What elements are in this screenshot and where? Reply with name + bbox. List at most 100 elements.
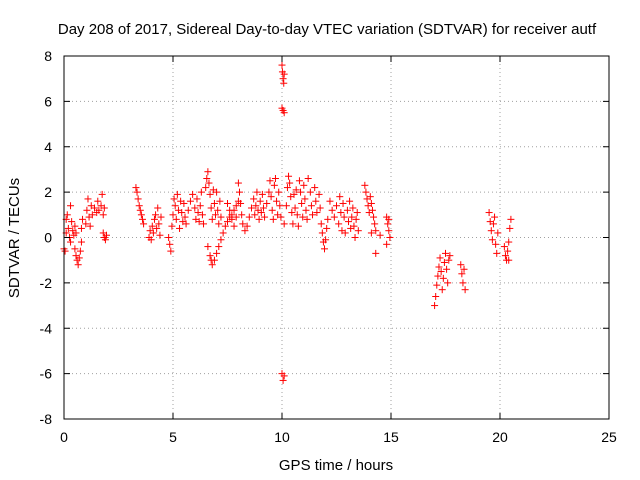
data-point	[505, 256, 513, 264]
data-point	[351, 234, 359, 241]
data-point	[280, 109, 288, 117]
y-tick-label: 8	[44, 48, 52, 64]
data-point	[99, 211, 107, 219]
data-point	[501, 252, 509, 260]
data-point	[207, 204, 215, 212]
data-point	[156, 231, 164, 239]
data-point	[232, 213, 240, 221]
data-point	[437, 268, 445, 276]
data-point	[173, 190, 181, 198]
data-point	[280, 70, 288, 78]
data-point	[75, 254, 83, 262]
data-point	[253, 188, 261, 196]
data-point	[261, 213, 269, 221]
data-point	[297, 188, 305, 196]
data-point	[259, 204, 267, 212]
data-point	[279, 75, 287, 83]
data-point	[352, 215, 360, 223]
data-point	[280, 372, 288, 380]
data-point	[442, 249, 449, 257]
data-point	[171, 202, 179, 210]
data-point	[276, 202, 284, 210]
data-point	[289, 220, 297, 228]
data-point	[300, 181, 308, 189]
data-point	[306, 188, 314, 196]
data-point	[235, 188, 243, 196]
data-point	[138, 215, 146, 223]
data-point	[214, 206, 222, 214]
data-point	[226, 206, 234, 214]
data-point	[433, 281, 441, 289]
data-point	[136, 206, 144, 214]
data-point	[354, 227, 362, 235]
data-point	[194, 209, 202, 217]
data-point	[270, 181, 278, 189]
data-point	[268, 206, 276, 214]
data-point	[172, 215, 180, 223]
data-point	[432, 292, 440, 300]
data-point	[491, 213, 499, 221]
data-point	[258, 190, 266, 198]
data-point	[79, 215, 87, 223]
data-point	[323, 224, 331, 232]
grid-lines	[64, 56, 609, 419]
data-point	[68, 218, 76, 226]
data-point	[228, 215, 236, 223]
data-point	[167, 247, 175, 255]
data-point	[337, 209, 345, 217]
data-point	[285, 172, 293, 180]
data-point	[303, 215, 311, 223]
data-point	[288, 209, 296, 217]
data-point	[237, 199, 245, 207]
data-point	[168, 222, 176, 230]
data-point	[309, 211, 317, 219]
data-point	[295, 177, 303, 185]
data-point	[180, 199, 188, 207]
data-point	[203, 175, 211, 183]
data-point	[385, 227, 393, 235]
data-point	[500, 243, 508, 251]
data-point	[256, 197, 264, 205]
data-point	[147, 236, 155, 244]
data-point	[91, 204, 99, 212]
data-point	[133, 188, 141, 196]
data-point	[275, 188, 283, 196]
data-point	[271, 175, 279, 183]
data-point	[458, 270, 466, 278]
data-point	[208, 261, 216, 269]
data-point	[215, 243, 223, 251]
data-point	[196, 202, 204, 210]
data-point	[251, 211, 259, 219]
data-point	[205, 179, 213, 187]
data-point	[241, 227, 249, 235]
data-point	[63, 211, 71, 219]
data-point	[507, 215, 515, 223]
data-point	[346, 197, 354, 205]
data-point	[348, 213, 356, 221]
data-point	[100, 204, 108, 212]
data-point	[140, 220, 148, 228]
data-point	[339, 199, 347, 207]
data-point	[431, 302, 439, 310]
data-point	[340, 213, 348, 221]
data-point	[386, 234, 394, 241]
data-point	[302, 206, 310, 214]
data-point	[181, 213, 189, 221]
data-point	[208, 215, 216, 223]
data-point	[344, 218, 352, 226]
data-point	[350, 222, 358, 230]
x-tick-label: 10	[274, 429, 290, 445]
data-point	[505, 238, 513, 246]
data-point	[165, 234, 173, 241]
data-point	[371, 220, 379, 228]
data-point	[293, 211, 301, 219]
data-point	[376, 231, 384, 239]
data-point	[436, 254, 444, 262]
data-point	[318, 229, 326, 237]
data-point	[252, 202, 260, 210]
data-point	[217, 236, 225, 244]
data-point	[215, 220, 223, 228]
data-point	[153, 224, 161, 232]
data-point	[170, 195, 178, 203]
